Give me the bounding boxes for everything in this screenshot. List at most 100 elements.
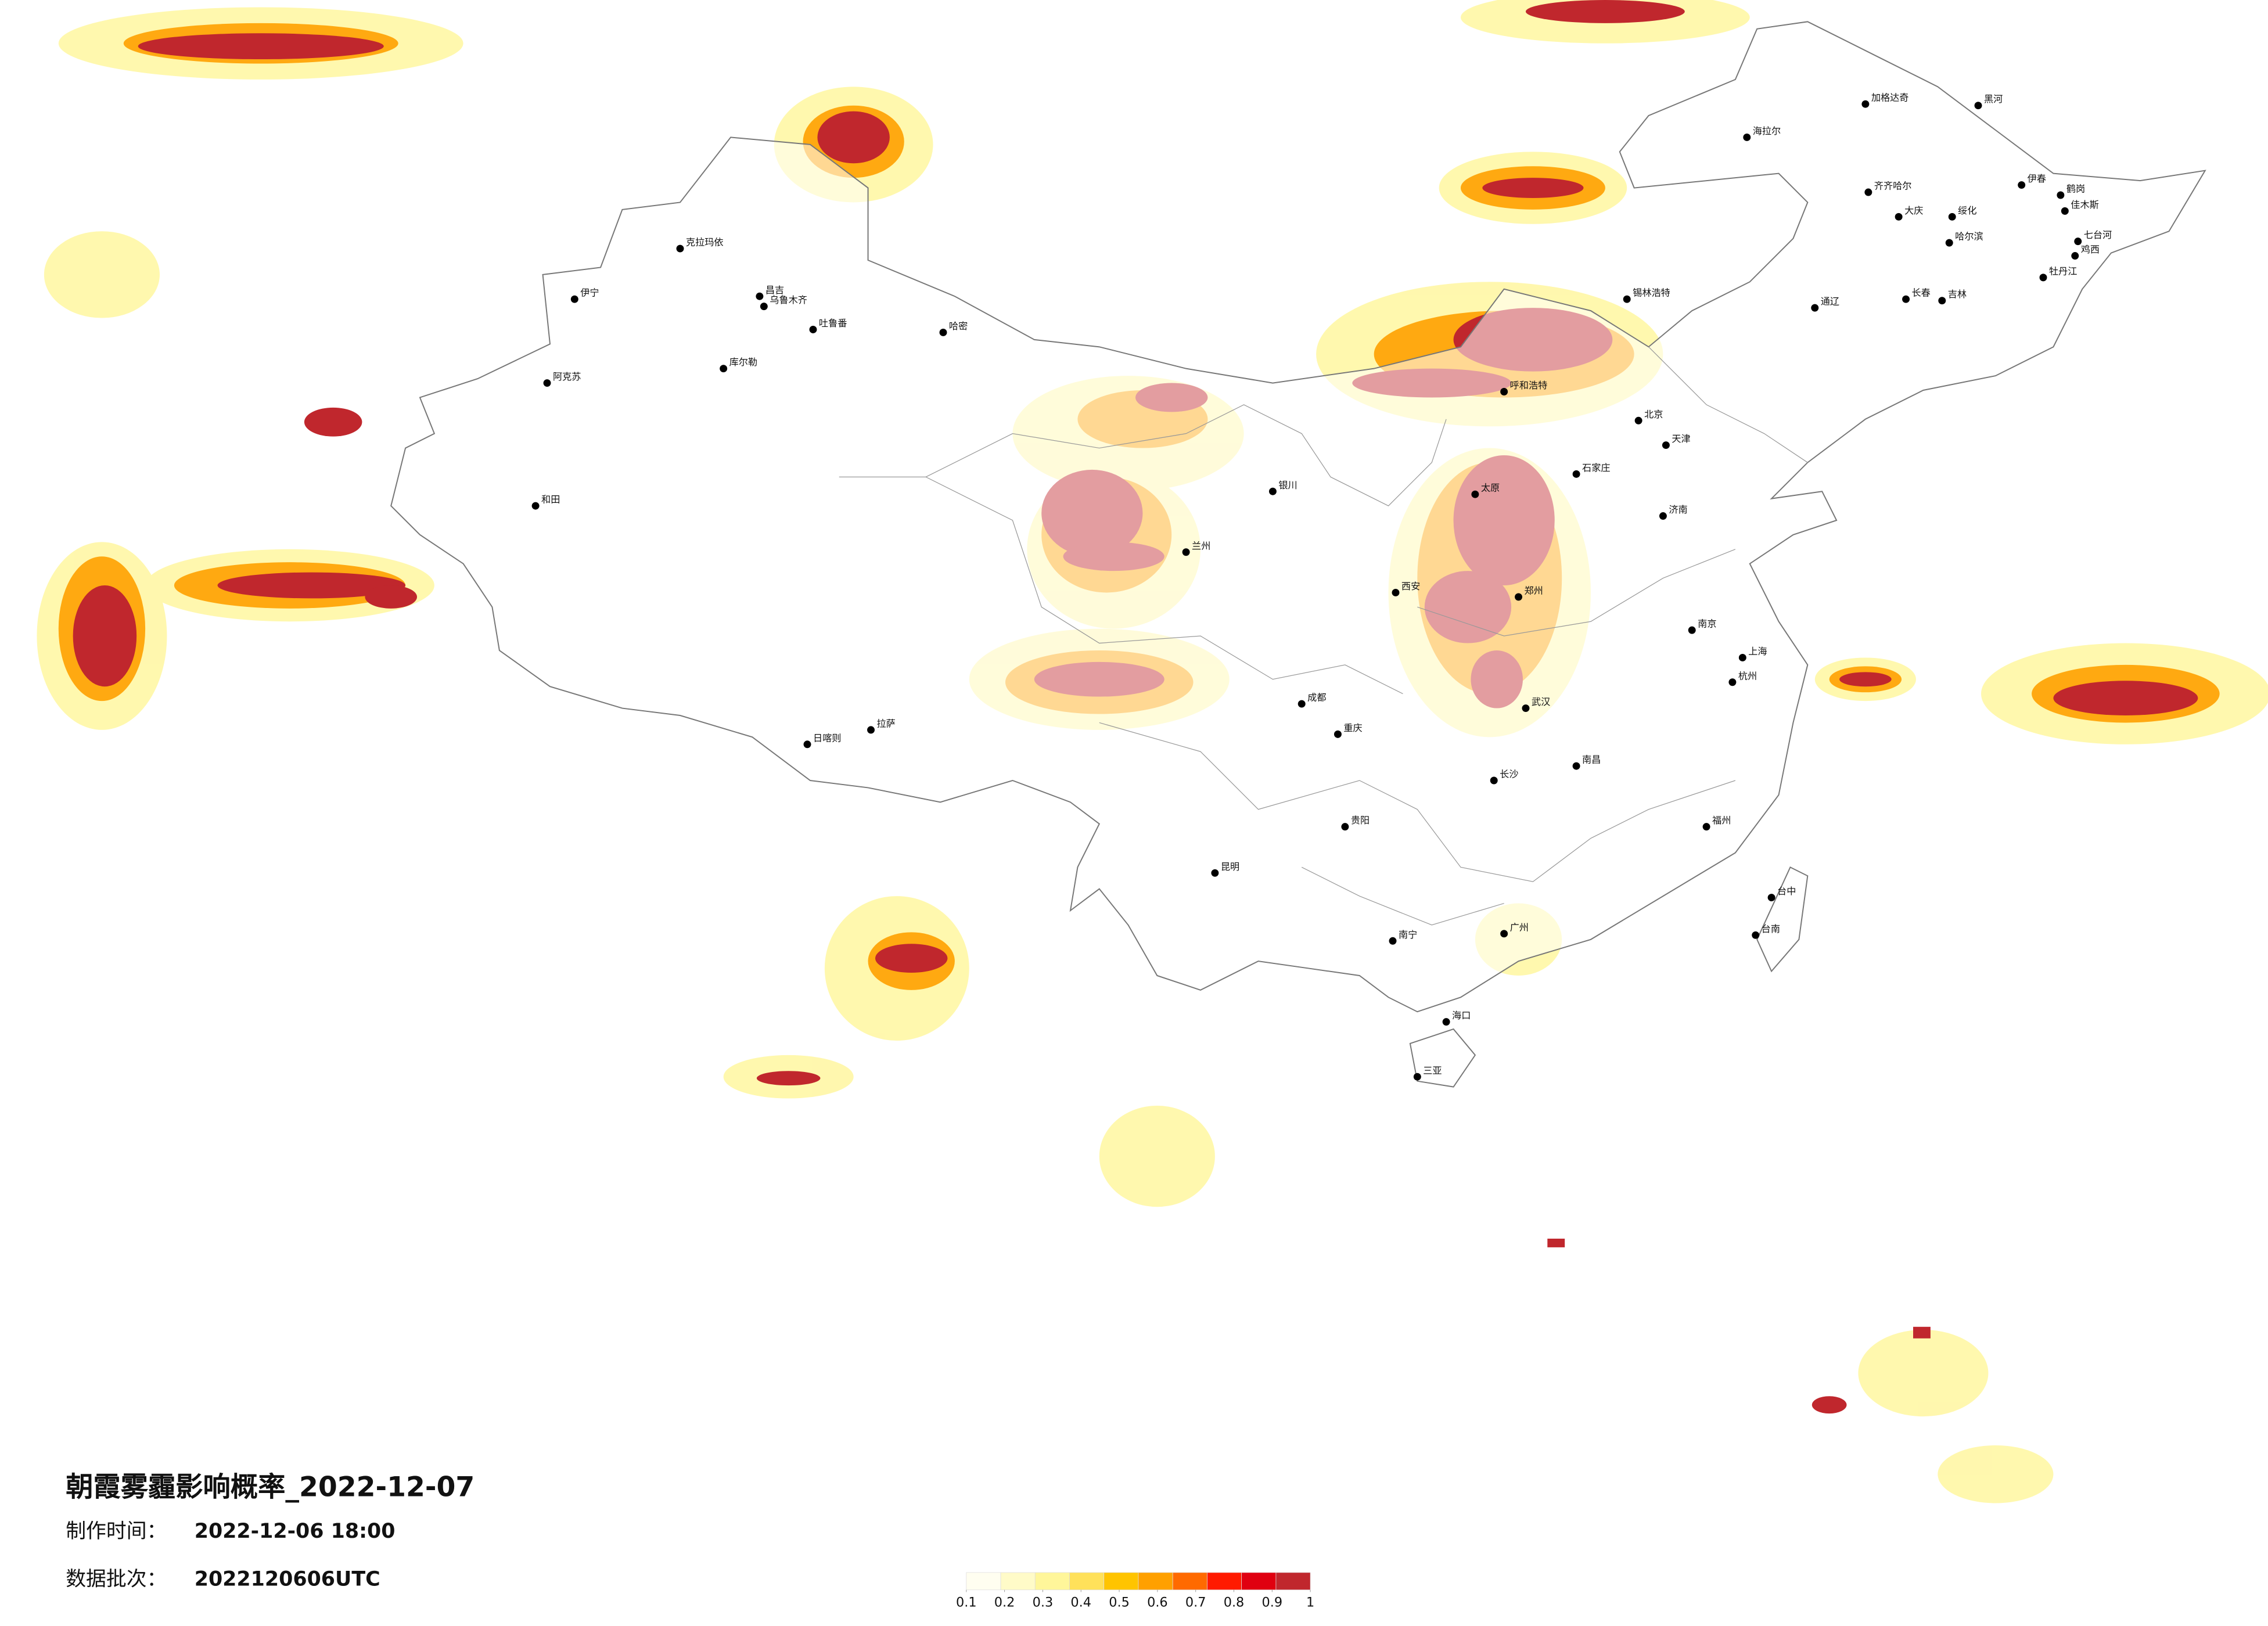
city-dot [2057,191,2065,199]
city-label: 昆明 [1221,861,1239,872]
city-label: 库尔勒 [729,357,757,368]
city-dot [1659,512,1667,520]
city-label: 黑河 [1984,93,2003,105]
info-value: 2022120606UTC [195,1567,380,1591]
city-dot [809,325,817,333]
city-dot [1490,776,1498,785]
legend-swatch [1207,1572,1242,1591]
city-dot [1392,588,1400,596]
city-label: 重庆 [1343,722,1362,733]
city-label: 齐齐哈尔 [1874,181,1912,192]
city-label: 加格达奇 [1871,92,1909,103]
city-label: 吐鲁番 [819,318,847,329]
city-dot [1334,730,1342,738]
city-dot [1211,869,1219,877]
city-label: 鹤岗 [2066,184,2085,195]
city-label: 银川 [1278,480,1297,491]
city-label: 武汉 [1532,696,1550,707]
city-label: 成都 [1307,692,1326,703]
legend-tick-label: 0.4 [1070,1595,1091,1610]
city-label: 南昌 [1582,754,1601,765]
city-label: 三亚 [1423,1065,1442,1076]
legend-tick-label: 0.6 [1147,1595,1168,1610]
legend-swatch [1000,1572,1036,1591]
city-label: 长春 [1912,287,1931,298]
city-dot [2074,238,2082,246]
city-dot [1945,239,1953,247]
city-dot [676,244,684,253]
city-dot [803,740,811,749]
legend-tick-label: 0.5 [1109,1595,1130,1610]
city-label: 长沙 [1500,769,1518,780]
city-dot [939,328,947,336]
legend-swatch [1034,1572,1070,1591]
city-dot [1974,102,1982,110]
country-border [390,21,2206,1013]
city-dot [1341,823,1349,831]
city-dot [543,379,551,387]
city-label: 天津 [1672,433,1690,444]
city-dot [760,303,768,311]
info-label: 制作时间： [66,1520,167,1543]
city-dot [1902,295,1910,303]
city-dot [2018,181,2026,189]
city-label: 乌鲁木齐 [770,294,807,305]
city-label: 拉萨 [876,718,895,729]
city-dot [1752,931,1760,939]
city-label: 贵阳 [1351,815,1370,826]
city-dot [1297,700,1306,708]
city-dot [756,292,764,300]
city-label: 呼和浩特 [1510,380,1548,391]
legend-swatch [1275,1572,1311,1591]
city-label: 大庆 [1904,205,1923,216]
city-label: 牡丹江 [2049,265,2077,276]
city-label: 太原 [1481,483,1500,494]
city-label: 佳木斯 [2071,199,2098,210]
city-dot [720,365,728,373]
city-label: 昌吉 [765,285,784,296]
legend-swatch [1241,1572,1277,1591]
city-label: 南京 [1698,618,1716,629]
city-dot [1861,100,1870,108]
city-dot [2039,274,2047,282]
island-taiwan [1756,866,1809,973]
city-dot [1572,762,1580,770]
legend-tick-label: 0.9 [1262,1595,1283,1610]
city-dot [1948,213,1956,221]
city-label: 石家庄 [1582,462,1610,473]
legend-swatch [1104,1572,1139,1591]
legend-swatch [1138,1572,1173,1591]
legend-tick-label: 1 [1306,1595,1314,1610]
city-dot [2071,252,2079,260]
city-dot [1634,416,1642,425]
legend-tick-label: 0.8 [1224,1595,1245,1610]
city-dot [1895,213,1903,221]
city-dot [1413,1073,1421,1081]
legend-tick-label: 0.3 [1033,1595,1054,1610]
city-label: 台中 [1777,886,1796,897]
city-dot [1728,678,1737,686]
city-dot [1743,133,1751,141]
city-label: 通辽 [1821,296,1839,307]
city-label: 台南 [1762,923,1780,934]
city-dot [2061,207,2069,215]
legend-swatch [1172,1572,1207,1591]
city-label: 郑州 [1525,585,1543,596]
city-dot [1515,593,1523,601]
city-label: 济南 [1669,504,1687,515]
city-dot [1389,937,1397,945]
province-lines [839,346,1808,926]
city-label: 七台河 [2084,229,2112,240]
legend-tick-label: 0.1 [956,1595,977,1610]
legend: 0.1 0.2 0.3 0.4 0.5 0.6 0.7 0.8 0.9 1 [956,1572,1314,1610]
legend-swatch [1069,1572,1105,1591]
city-dot [1182,548,1190,556]
city-dot [1500,388,1508,395]
legend-swatch [966,1572,1001,1591]
city-dot [1688,626,1696,634]
map-title: 朝霞雾霾影响概率_2022-12-07 [66,1472,475,1503]
city-dot [1572,470,1580,478]
